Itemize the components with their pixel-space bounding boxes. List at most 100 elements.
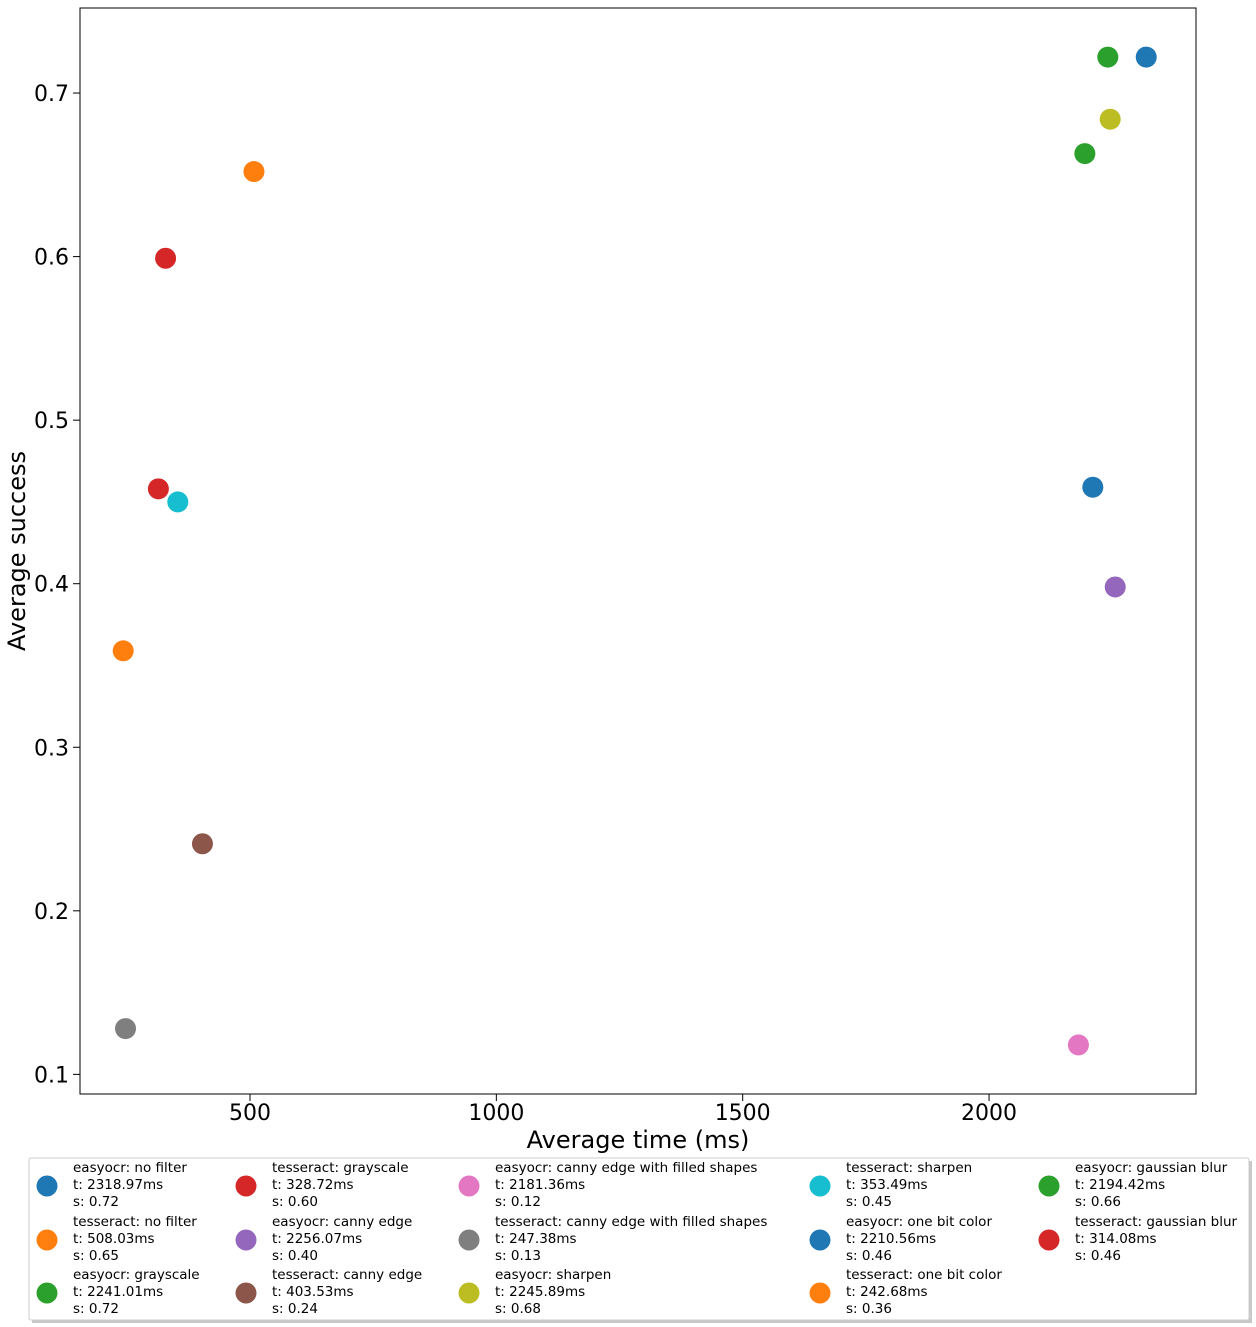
- legend-label: s: 0.68: [495, 1301, 541, 1317]
- legend-label: t: 2256.07ms: [272, 1231, 362, 1247]
- legend-frame: [28, 1157, 1250, 1321]
- data-point: [1099, 108, 1121, 130]
- legend-label: t: 247.38ms: [495, 1231, 577, 1247]
- legend-label: easyocr: gaussian blur: [1075, 1160, 1228, 1176]
- y-axis-title: Average success: [3, 451, 31, 651]
- legend-label: t: 353.49ms: [846, 1177, 928, 1193]
- legend-label: t: 2181.36ms: [495, 1177, 585, 1193]
- legend-marker: [235, 1282, 257, 1304]
- legend-label: s: 0.66: [1075, 1194, 1121, 1210]
- legend-label: s: 0.12: [495, 1194, 541, 1210]
- legend-marker: [235, 1229, 257, 1251]
- legend-marker: [1038, 1229, 1060, 1251]
- legend-marker: [458, 1282, 480, 1304]
- legend-marker: [458, 1175, 480, 1197]
- data-point: [115, 1018, 137, 1040]
- x-axis: 500 1000 1500 2000: [229, 1094, 1017, 1126]
- data-point: [167, 491, 189, 513]
- legend-label: tesseract: no filter: [73, 1214, 197, 1230]
- legend-label: s: 0.24: [272, 1301, 318, 1317]
- legend-label: easyocr: sharpen: [495, 1267, 611, 1283]
- x-axis-title: Average time (ms): [527, 1126, 750, 1154]
- data-point: [1135, 46, 1157, 68]
- legend-marker: [1038, 1175, 1060, 1197]
- y-tick-label: 0.1: [34, 1063, 69, 1088]
- data-point: [1074, 143, 1096, 165]
- legend-label: s: 0.72: [73, 1301, 119, 1317]
- data-point: [243, 161, 265, 183]
- legend-marker: [235, 1175, 257, 1197]
- legend-label: t: 314.08ms: [1075, 1231, 1157, 1247]
- legend-marker: [458, 1229, 480, 1251]
- legend-label: t: 2241.01ms: [73, 1284, 163, 1300]
- y-tick-label: 0.5: [34, 409, 69, 434]
- legend-label: s: 0.65: [73, 1248, 119, 1264]
- legend-marker: [36, 1229, 58, 1251]
- x-tick-label: 2000: [961, 1101, 1017, 1126]
- data-points: [112, 46, 1157, 1056]
- legend-label: t: 2245.89ms: [495, 1284, 585, 1300]
- data-point: [1082, 476, 1104, 498]
- legend-label: s: 0.45: [846, 1194, 892, 1210]
- legend-label: tesseract: canny edge: [272, 1267, 422, 1283]
- x-tick-label: 1000: [468, 1101, 524, 1126]
- legend-label: tesseract: gaussian blur: [1075, 1214, 1238, 1230]
- legend-marker: [809, 1282, 831, 1304]
- legend-label: easyocr: canny edge with filled shapes: [495, 1160, 757, 1176]
- legend-label: easyocr: no filter: [73, 1160, 187, 1176]
- legend-label: t: 328.72ms: [272, 1177, 354, 1193]
- legend-label: s: 0.40: [272, 1248, 318, 1264]
- legend-label: t: 242.68ms: [846, 1284, 928, 1300]
- data-point: [147, 478, 169, 500]
- legend-marker: [809, 1229, 831, 1251]
- legend-item: easyocr: canny edge with filled shapest:…: [458, 1160, 757, 1210]
- legend-label: tesseract: canny edge with filled shapes: [495, 1214, 767, 1230]
- x-tick-label: 500: [229, 1101, 271, 1126]
- legend-marker: [36, 1175, 58, 1197]
- legend-label: s: 0.46: [846, 1248, 892, 1264]
- legend-label: s: 0.72: [73, 1194, 119, 1210]
- legend-label: t: 403.53ms: [272, 1284, 354, 1300]
- legend-label: easyocr: canny edge: [272, 1214, 412, 1230]
- legend-label: t: 2210.56ms: [846, 1231, 936, 1247]
- plot-area-frame: [79, 7, 1197, 1095]
- legend-marker: [809, 1175, 831, 1197]
- legend-item: tesseract: canny edge with filled shapes…: [458, 1214, 767, 1264]
- y-axis: 0.1 0.2 0.3 0.4 0.5 0.6 0.7: [34, 82, 80, 1088]
- legend-label: s: 0.60: [272, 1194, 318, 1210]
- legend-label: t: 508.03ms: [73, 1231, 155, 1247]
- legend-label: t: 2194.42ms: [1075, 1177, 1165, 1193]
- data-point: [1067, 1034, 1089, 1056]
- legend-marker: [36, 1282, 58, 1304]
- y-tick-label: 0.2: [34, 900, 69, 925]
- x-tick-label: 1500: [715, 1101, 771, 1126]
- legend-label: tesseract: grayscale: [272, 1160, 409, 1176]
- y-tick-label: 0.3: [34, 736, 69, 761]
- legend-label: s: 0.13: [495, 1248, 541, 1264]
- legend-label: s: 0.46: [1075, 1248, 1121, 1264]
- data-point: [155, 247, 177, 269]
- y-tick-label: 0.4: [34, 573, 69, 598]
- legend-label: tesseract: sharpen: [846, 1160, 972, 1176]
- y-tick-label: 0.7: [34, 82, 69, 107]
- legend-label: t: 2318.97ms: [73, 1177, 163, 1193]
- data-point: [191, 833, 213, 855]
- legend-label: easyocr: one bit color: [846, 1214, 992, 1230]
- legend-label: easyocr: grayscale: [73, 1267, 200, 1283]
- legend-label: s: 0.36: [846, 1301, 892, 1317]
- data-point: [112, 640, 134, 662]
